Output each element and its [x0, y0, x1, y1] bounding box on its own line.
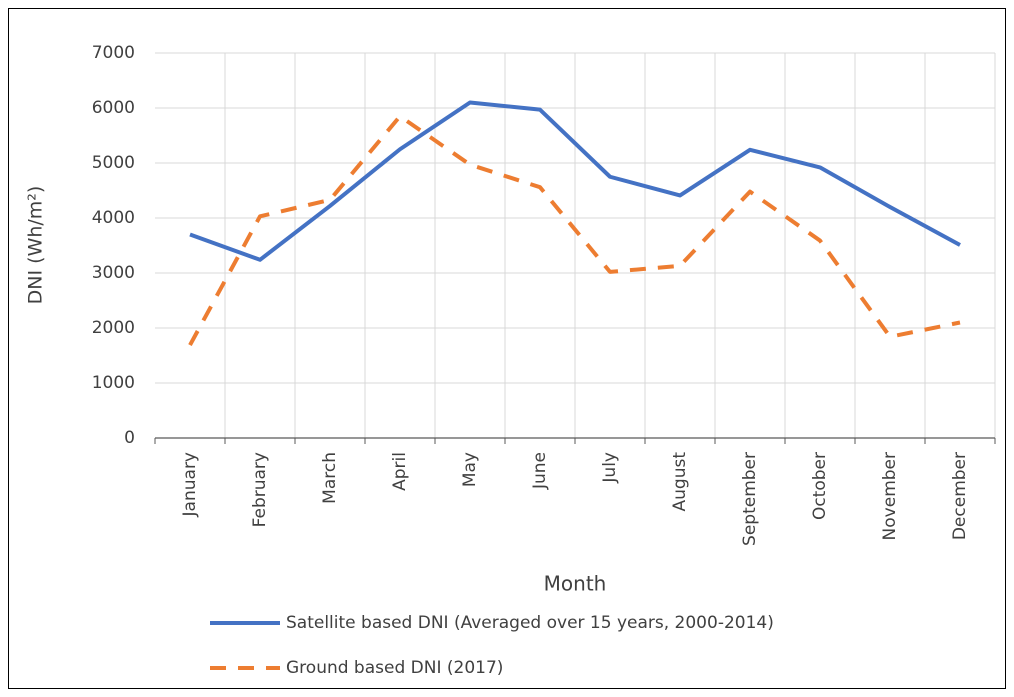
x-tick-label: November — [880, 452, 900, 540]
x-tick-label: January — [180, 452, 200, 517]
data-line — [189, 100, 961, 262]
data-line — [188, 114, 961, 347]
x-tick-label: February — [250, 452, 270, 527]
y-tick-label: 7000 — [92, 43, 135, 63]
x-tick-label: July — [600, 452, 620, 484]
y-tick-label: 2000 — [92, 318, 135, 338]
y-axis-title: DNI (Wh/m²) — [25, 186, 47, 305]
x-tick-label: April — [390, 452, 410, 491]
x-tick-label: August — [670, 452, 690, 512]
x-tick-label: June — [530, 452, 550, 490]
x-tick-label: March — [320, 452, 340, 504]
y-tick-label: 4000 — [92, 208, 135, 228]
y-tick-label: 3000 — [92, 263, 135, 283]
y-tick-label: 1000 — [92, 373, 135, 393]
x-tick-label: October — [810, 452, 830, 520]
y-tick-label: 0 — [124, 428, 135, 448]
x-axis-title: Month — [544, 572, 607, 596]
x-tick-label: December — [950, 452, 970, 540]
legend-label: Ground based DNI (2017) — [286, 658, 503, 678]
y-tick-label: 5000 — [92, 153, 135, 173]
y-tick-label: 6000 — [92, 98, 135, 118]
x-tick-label: May — [460, 452, 480, 487]
x-tick-label: September — [740, 452, 760, 546]
legend-label: Satellite based DNI (Averaged over 15 ye… — [286, 613, 774, 633]
chart-frame — [8, 8, 1006, 689]
